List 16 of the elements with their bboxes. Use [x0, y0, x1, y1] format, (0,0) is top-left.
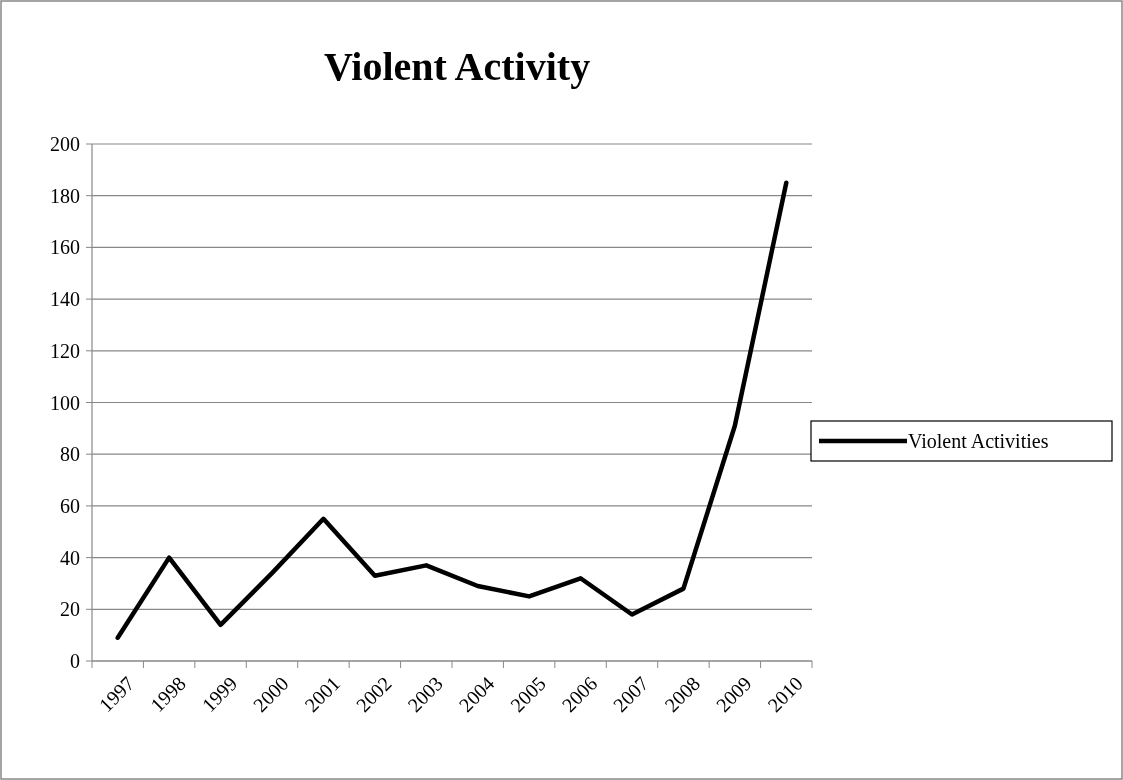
y-tick-label: 20 [60, 598, 80, 621]
y-tick-label: 160 [50, 236, 80, 259]
y-tick-label: 80 [60, 443, 80, 466]
y-tick-label: 120 [50, 339, 80, 362]
y-tick-label: 180 [50, 184, 80, 207]
y-tick-label: 0 [70, 650, 80, 672]
y-tick-label: 60 [60, 494, 80, 517]
y-tick-label: 40 [60, 546, 80, 569]
chart-title: Violent Activity [323, 44, 591, 89]
x-tick-label: 1998 [146, 672, 190, 717]
line-series [115, 180, 789, 640]
y-tick-label: 140 [50, 288, 80, 311]
y-tick-label: 200 [50, 133, 80, 155]
x-tick-label: 1999 [197, 672, 242, 717]
legend-label: Violent Activities [908, 430, 1049, 452]
y-tick-label: 100 [50, 391, 80, 414]
